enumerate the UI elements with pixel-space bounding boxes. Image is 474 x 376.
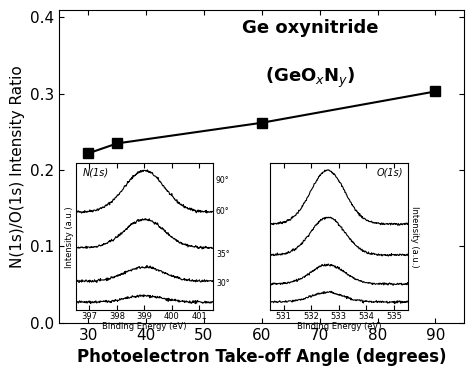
Text: 60°: 60° [216, 207, 229, 216]
X-axis label: Binding Energy (eV): Binding Energy (eV) [102, 322, 187, 331]
Text: Ge oxynitride: Ge oxynitride [242, 19, 379, 37]
X-axis label: Binding Energy (eV): Binding Energy (eV) [297, 322, 381, 331]
Text: 35°: 35° [216, 250, 229, 259]
Text: 30°: 30° [216, 279, 229, 288]
X-axis label: Photoelectron Take-off Angle (degrees): Photoelectron Take-off Angle (degrees) [77, 348, 447, 366]
Text: N(1s): N(1s) [82, 168, 109, 177]
Text: 90°: 90° [216, 176, 229, 185]
Text: O(1s): O(1s) [377, 168, 403, 177]
Y-axis label: Intensity (a.u.): Intensity (a.u.) [65, 206, 74, 268]
Y-axis label: Intensity (a.u.): Intensity (a.u.) [410, 206, 419, 268]
Y-axis label: N(1s)/O(1s) Intensity Ratio: N(1s)/O(1s) Intensity Ratio [10, 65, 25, 268]
Text: (GeO$_x$N$_y$): (GeO$_x$N$_y$) [265, 66, 356, 90]
